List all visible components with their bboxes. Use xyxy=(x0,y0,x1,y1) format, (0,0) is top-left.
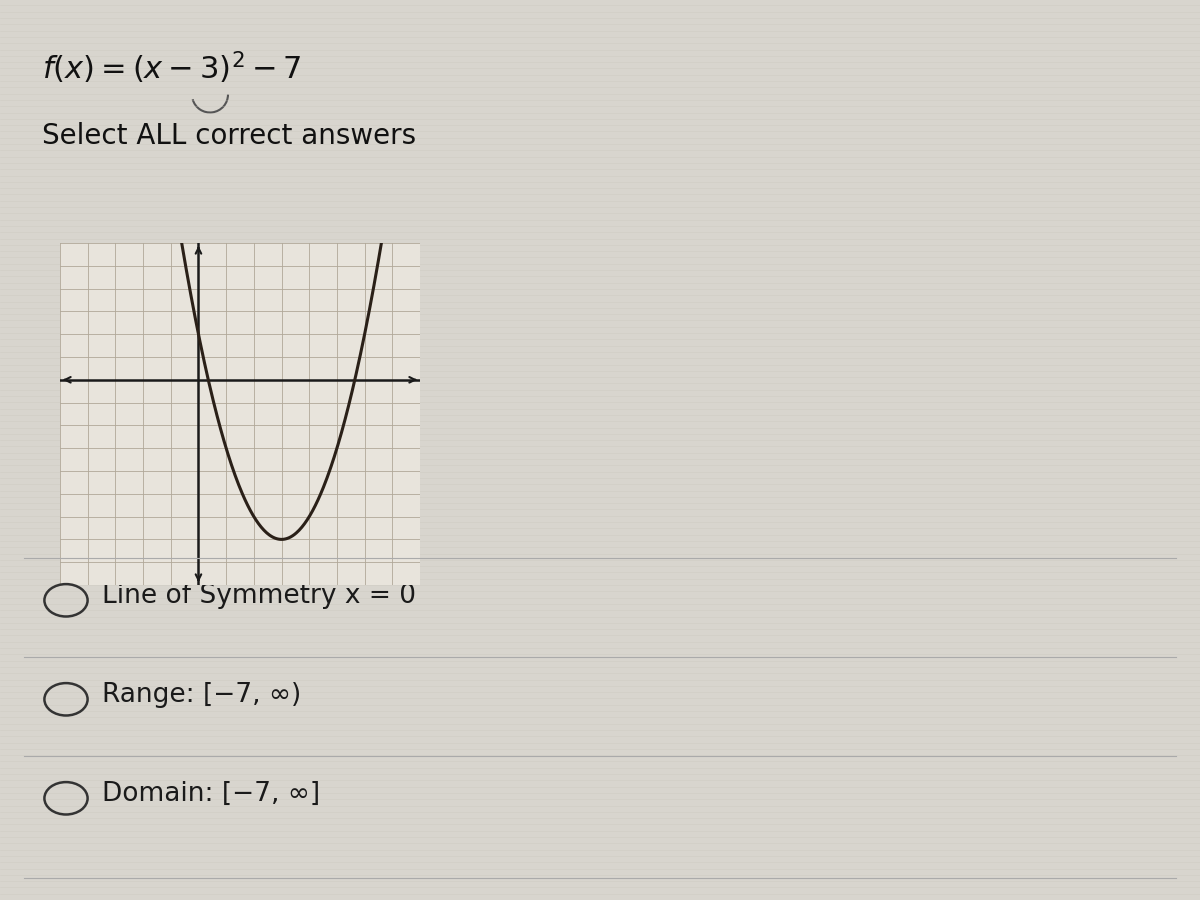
Text: Select ALL correct answers: Select ALL correct answers xyxy=(42,122,416,149)
Text: Domain: [−7, ∞]: Domain: [−7, ∞] xyxy=(102,781,320,806)
Text: Line of Symmetry x = 0: Line of Symmetry x = 0 xyxy=(102,583,416,608)
Text: $f(x) = (x-3)^2 - 7$: $f(x) = (x-3)^2 - 7$ xyxy=(42,50,301,86)
Text: Range: [−7, ∞): Range: [−7, ∞) xyxy=(102,682,301,707)
